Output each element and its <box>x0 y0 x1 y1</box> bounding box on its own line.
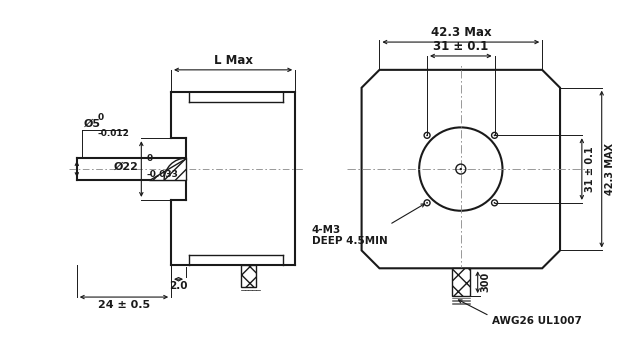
Text: 0: 0 <box>146 154 153 163</box>
Polygon shape <box>149 158 186 180</box>
Text: -0.033: -0.033 <box>146 170 178 179</box>
Circle shape <box>494 202 495 204</box>
Circle shape <box>426 135 428 136</box>
Circle shape <box>494 135 495 136</box>
Text: 24 ± 0.5: 24 ± 0.5 <box>98 300 150 310</box>
Bar <box>452 268 470 296</box>
Text: L Max: L Max <box>214 54 252 67</box>
Text: 300: 300 <box>480 272 490 292</box>
Text: 2.0: 2.0 <box>169 281 188 291</box>
Text: 31 ± 0.1: 31 ± 0.1 <box>585 146 595 192</box>
Text: -0.012: -0.012 <box>98 129 130 138</box>
Circle shape <box>459 168 462 170</box>
Text: AWG26 UL1007: AWG26 UL1007 <box>492 316 582 326</box>
Text: Ø5: Ø5 <box>84 119 101 129</box>
Circle shape <box>426 202 428 204</box>
Text: 4-M3
DEEP 4.5MIN: 4-M3 DEEP 4.5MIN <box>312 225 388 246</box>
Text: 31 ± 0.1: 31 ± 0.1 <box>433 40 489 53</box>
Text: 42.3 MAX: 42.3 MAX <box>604 143 614 195</box>
Text: 42.3 Max: 42.3 Max <box>430 26 491 39</box>
Text: 0: 0 <box>98 114 104 122</box>
Bar <box>241 265 257 287</box>
Text: Ø22: Ø22 <box>113 162 138 172</box>
